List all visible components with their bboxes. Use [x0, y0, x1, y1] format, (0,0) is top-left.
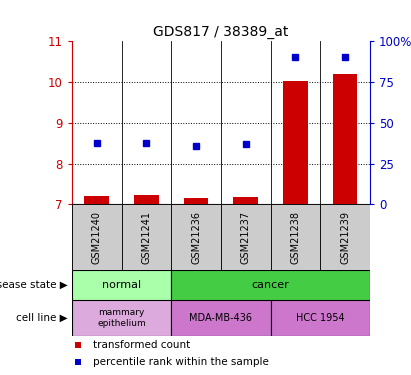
Text: GSM21237: GSM21237 [241, 211, 251, 264]
Bar [184, 198, 208, 204]
Text: cell line ▶: cell line ▶ [16, 313, 68, 323]
Bar [171, 204, 221, 270]
Text: GSM21240: GSM21240 [92, 211, 102, 264]
Bar [72, 204, 122, 270]
Bar [134, 195, 159, 204]
Bar [84, 196, 109, 204]
Bar [72, 270, 171, 300]
Bar [233, 197, 258, 204]
Bar [221, 204, 270, 270]
Bar [171, 270, 370, 300]
Bar [122, 204, 171, 270]
Text: GSM21236: GSM21236 [191, 211, 201, 264]
Text: HCC 1954: HCC 1954 [296, 313, 344, 323]
Bar [320, 204, 370, 270]
Text: mammary
epithelium: mammary epithelium [97, 308, 146, 327]
Bar [270, 300, 370, 336]
Title: GDS817 / 38389_at: GDS817 / 38389_at [153, 25, 289, 39]
Text: disease state ▶: disease state ▶ [0, 280, 68, 290]
Text: GSM21239: GSM21239 [340, 211, 350, 264]
Bar [72, 300, 171, 336]
Bar [283, 81, 308, 204]
Bar [270, 204, 320, 270]
Bar [171, 300, 270, 336]
Text: normal: normal [102, 280, 141, 290]
Text: transformed count: transformed count [93, 339, 190, 350]
Text: GSM21238: GSM21238 [291, 211, 300, 264]
Bar [332, 74, 358, 204]
Text: GSM21241: GSM21241 [141, 211, 151, 264]
Text: MDA-MB-436: MDA-MB-436 [189, 313, 252, 323]
Text: cancer: cancer [252, 280, 289, 290]
Text: percentile rank within the sample: percentile rank within the sample [93, 357, 269, 368]
